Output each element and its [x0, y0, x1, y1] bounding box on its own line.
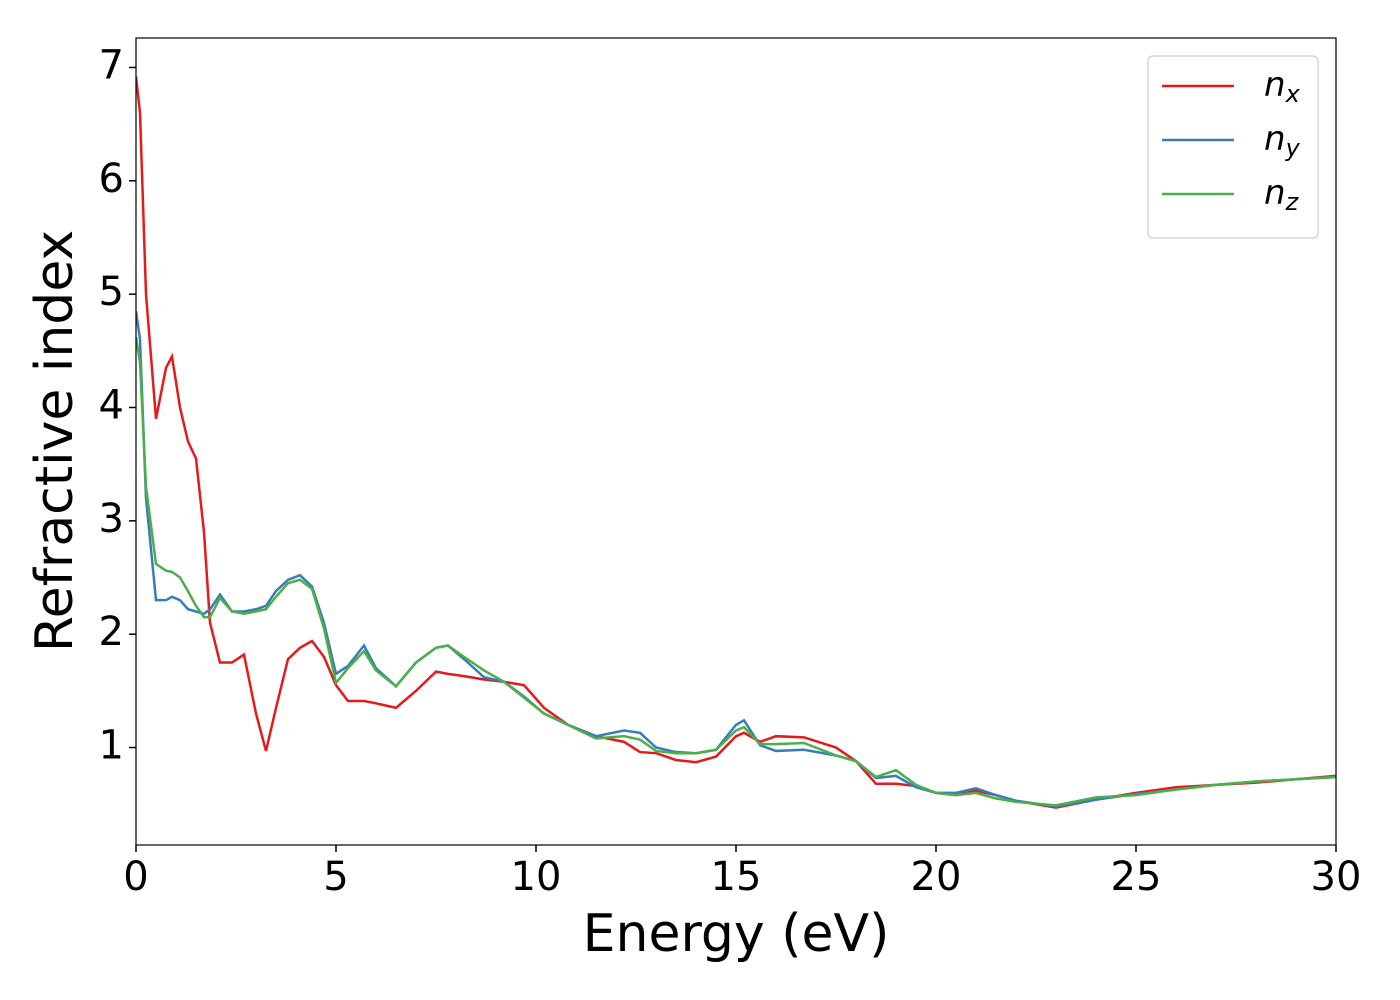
x-tick-label: 25	[1111, 854, 1162, 900]
y-tick-label: 7	[99, 42, 124, 88]
x-tick-label: 15	[711, 854, 762, 900]
x-tick-label: 20	[911, 854, 962, 900]
plot-frame	[135, 37, 1337, 846]
y-tick-label: 5	[99, 269, 124, 315]
x-tick-label: 0	[123, 854, 148, 900]
y-tick-label: 6	[99, 156, 124, 202]
y-tick-label: 2	[99, 609, 124, 655]
x-tick-label: 30	[1311, 854, 1362, 900]
x-axis-label: Energy (eV)	[583, 904, 890, 964]
legend-label: ny	[1264, 119, 1301, 163]
x-tick-label: 10	[511, 854, 562, 900]
y-tick-label: 3	[99, 496, 124, 542]
y-tick-label: 4	[99, 382, 124, 428]
x-tick-label: 5	[323, 854, 348, 900]
y-axis-label: Refractive index	[25, 230, 85, 652]
legend-label: nz	[1264, 173, 1300, 217]
y-tick-label: 1	[99, 723, 124, 769]
series-line	[136, 337, 1336, 807]
legend-label: nx	[1264, 65, 1301, 109]
legend-box	[1147, 55, 1319, 239]
